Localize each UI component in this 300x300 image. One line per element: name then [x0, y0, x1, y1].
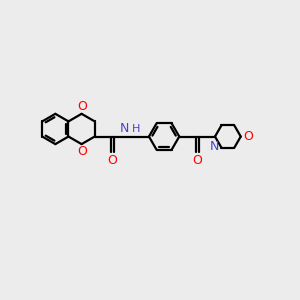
Text: O: O — [78, 100, 88, 113]
Text: N: N — [209, 140, 219, 153]
Text: O: O — [108, 154, 118, 167]
Text: O: O — [192, 154, 202, 167]
Text: O: O — [78, 145, 88, 158]
Text: H: H — [132, 124, 140, 134]
Text: N: N — [120, 122, 129, 135]
Text: O: O — [243, 130, 253, 143]
